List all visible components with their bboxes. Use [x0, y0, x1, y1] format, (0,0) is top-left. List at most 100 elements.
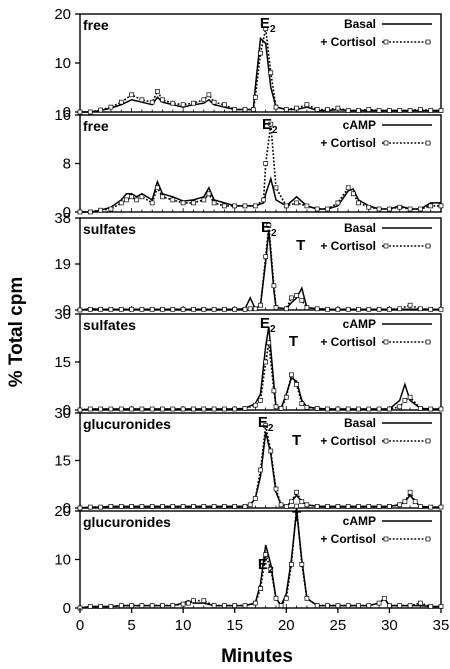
data-point-marker — [412, 499, 418, 505]
data-point-marker — [428, 108, 434, 113]
data-point-marker — [314, 603, 320, 608]
data-point-marker — [252, 306, 258, 312]
data-point-marker — [108, 604, 114, 609]
data-point-marker — [402, 398, 408, 403]
data-point-marker — [201, 406, 207, 412]
data-point-marker — [170, 406, 176, 412]
data-point-marker — [387, 108, 392, 113]
data-point-marker — [232, 406, 238, 412]
y-tick-label: 10 — [54, 55, 71, 72]
x-tick-label: 10 — [175, 617, 192, 634]
panel-6: 0 10 20 glucuronides cAMP + Cortisol E2 T — [54, 503, 444, 617]
data-point-marker — [387, 306, 392, 312]
data-point-marker — [180, 601, 186, 607]
y-tick-label: 20 — [54, 503, 71, 520]
data-point-marker — [258, 586, 263, 591]
data-point-marker — [242, 504, 248, 509]
data-point-marker — [366, 406, 372, 412]
legend-marker — [383, 243, 389, 249]
data-point-marker — [273, 595, 279, 601]
data-point-marker — [278, 502, 284, 508]
data-point-marker — [232, 107, 238, 112]
panel-1: 0 10 20 free Basal + Cortisol E2 — [54, 6, 444, 121]
data-point-marker — [428, 406, 434, 412]
data-point-marker — [149, 99, 155, 105]
data-point-marker — [139, 306, 145, 312]
compartment-label: glucuronides — [83, 514, 171, 530]
data-point-marker — [242, 306, 248, 312]
data-point-marker — [314, 406, 320, 411]
data-point-marker — [314, 206, 320, 212]
data-point-marker — [118, 504, 124, 509]
data-point-marker — [180, 200, 186, 206]
y-tick-label: 0 — [63, 500, 71, 517]
data-point-marker — [242, 107, 248, 112]
data-point-marker — [118, 406, 124, 412]
data-point-marker — [294, 489, 299, 495]
data-point-marker — [325, 504, 330, 509]
data-point-marker — [268, 566, 274, 572]
data-point-marker — [247, 502, 253, 508]
x-tick-label: 25 — [330, 617, 347, 634]
data-point-marker — [108, 206, 114, 212]
legend-marker — [383, 339, 389, 345]
data-point-marker — [242, 603, 248, 608]
data-point-marker — [294, 503, 299, 509]
data-point-marker — [160, 603, 165, 608]
data-point-marker — [356, 200, 361, 206]
data-point-marker — [366, 603, 372, 608]
data-point-marker — [266, 222, 272, 228]
data-point-marker — [98, 107, 103, 113]
legend-marker — [425, 536, 431, 542]
data-point-marker — [418, 406, 423, 411]
data-point-marker — [345, 185, 351, 191]
data-point-marker — [222, 603, 227, 608]
data-point-marker — [250, 107, 256, 112]
data-point-marker — [108, 504, 114, 509]
data-point-marker — [289, 562, 294, 567]
data-point-marker — [222, 406, 227, 412]
data-point-marker — [304, 405, 310, 410]
data-point-marker — [273, 486, 279, 492]
data-point-marker — [139, 504, 145, 509]
data-point-marker — [222, 504, 227, 509]
data-point-marker — [294, 200, 299, 206]
compartment-label: glucuronides — [83, 416, 171, 432]
peak-label: E2 — [262, 116, 278, 136]
data-point-marker — [289, 295, 294, 301]
legend-label: cAMP — [343, 317, 376, 331]
data-point-marker — [118, 200, 124, 206]
x-tick-label: 0 — [76, 617, 84, 634]
x-tick-label: 35 — [433, 617, 450, 634]
data-point-marker — [366, 306, 372, 312]
data-point-marker — [211, 200, 217, 206]
data-point-marker — [206, 191, 212, 197]
legend-marker — [383, 536, 389, 542]
data-point-marker — [402, 499, 408, 505]
data-point-marker — [299, 297, 305, 303]
data-point-marker — [191, 504, 196, 509]
data-point-marker — [325, 406, 330, 412]
data-point-marker — [201, 306, 207, 312]
data-point-marker — [325, 603, 330, 608]
data-point-marker — [180, 102, 186, 108]
data-point-marker — [345, 504, 351, 509]
data-point-marker — [335, 504, 341, 509]
legend-marker — [383, 140, 389, 146]
data-point-marker — [129, 504, 134, 509]
data-point-marker — [87, 406, 93, 412]
data-point-marker — [170, 504, 176, 509]
data-point-marker — [299, 401, 305, 406]
data-point-marker — [232, 504, 238, 509]
panel-3: 0 19 38 sulfates Basal + Cortisol E2 T — [54, 210, 444, 319]
data-point-marker — [263, 423, 269, 429]
data-point-marker — [376, 600, 382, 606]
peak-label: E2 — [258, 414, 274, 434]
legend-label: Basal — [344, 17, 376, 31]
data-point-marker — [335, 306, 341, 312]
data-point-marker — [356, 108, 361, 113]
y-tick-label: 30 — [54, 306, 71, 323]
data-point-marker — [77, 407, 83, 413]
series-line-cortisol — [79, 225, 441, 311]
data-point-marker — [376, 306, 382, 312]
